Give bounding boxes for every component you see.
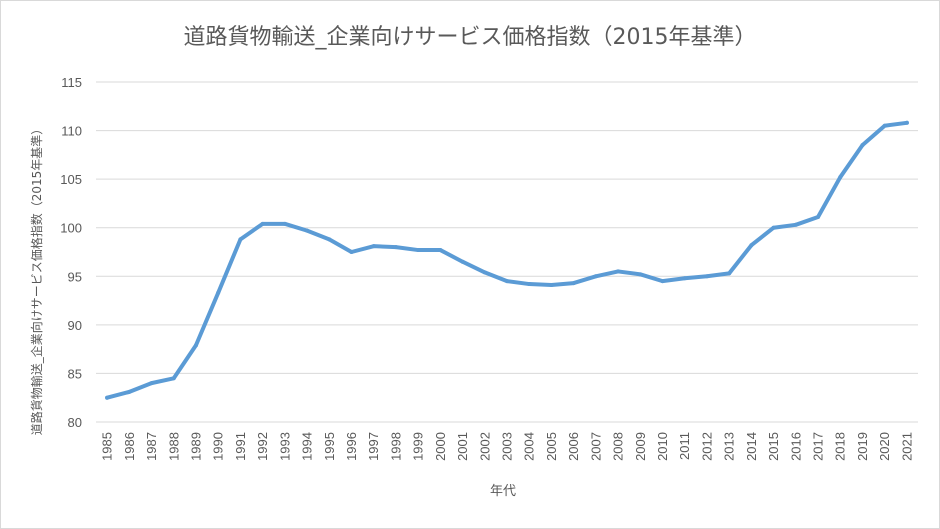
x-tick-label: 1996 — [344, 432, 359, 461]
data-point — [260, 221, 265, 226]
data-point — [793, 222, 798, 227]
x-tick-label: 1993 — [277, 432, 292, 461]
data-point — [660, 279, 665, 284]
x-tick-label: 1987 — [144, 432, 159, 461]
data-point — [149, 381, 154, 386]
y-tick-label: 85 — [68, 366, 82, 381]
data-point — [127, 389, 132, 394]
x-axis-ticks: 1985 1986 1987 1988 1989 1990 1991 1992 1993 1994… — [100, 432, 915, 461]
x-tick-label: 2002 — [477, 432, 492, 461]
x-tick-label: 2010 — [655, 432, 670, 461]
data-point — [171, 376, 176, 381]
data-point — [305, 228, 310, 233]
x-tick-label: 2019 — [855, 432, 870, 461]
data-point — [593, 274, 598, 279]
data-point — [282, 221, 287, 226]
data-point — [416, 248, 421, 253]
x-tick-label: 1997 — [366, 432, 381, 461]
data-point — [749, 243, 754, 248]
series-layer — [105, 120, 909, 400]
x-axis-title: 年代 — [490, 484, 516, 499]
x-tick-label: 2005 — [544, 432, 559, 461]
x-tick-label: 1999 — [411, 432, 426, 461]
data-point — [349, 250, 354, 254]
x-tick-label: 1988 — [166, 432, 181, 461]
y-tick-label: 90 — [68, 318, 82, 333]
data-point — [638, 272, 643, 277]
data-point — [527, 282, 532, 287]
x-tick-label: 2012 — [699, 432, 714, 461]
data-point — [682, 276, 687, 281]
x-tick-label: 2007 — [588, 432, 603, 461]
x-tick-label: 2000 — [433, 432, 448, 461]
data-point — [505, 279, 509, 284]
x-tick-label: 2011 — [677, 432, 692, 460]
series-line — [105, 120, 909, 400]
data-point — [460, 259, 465, 264]
x-tick-label: 2009 — [633, 432, 648, 461]
x-tick-label: 2017 — [811, 432, 826, 461]
data-point — [238, 237, 243, 242]
x-tick-label: 1998 — [388, 432, 403, 461]
x-tick-label: 2008 — [611, 432, 626, 461]
data-point — [438, 248, 443, 253]
y-tick-label: 110 — [61, 124, 82, 139]
x-tick-label: 1992 — [255, 432, 270, 461]
x-tick-label: 2006 — [566, 432, 581, 461]
x-tick-label: 1985 — [100, 432, 115, 461]
y-tick-label: 115 — [61, 75, 82, 90]
x-tick-label: 2001 — [455, 432, 470, 461]
data-point — [704, 274, 709, 279]
data-point — [727, 271, 732, 276]
y-tick-label: 100 — [60, 221, 82, 236]
data-point — [371, 244, 376, 249]
data-point — [216, 290, 221, 295]
x-tick-label: 2021 — [899, 432, 914, 461]
gridlines — [96, 81, 918, 423]
y-tick-label: 95 — [68, 269, 82, 284]
data-point — [860, 143, 865, 148]
data-point — [393, 245, 398, 250]
data-point — [882, 123, 887, 128]
x-tick-label: 2003 — [500, 432, 515, 461]
y-tick-label: 105 — [60, 172, 82, 187]
data-point — [838, 175, 843, 180]
x-tick-label: 1995 — [322, 432, 337, 461]
data-point — [327, 237, 332, 242]
x-tick-label: 2014 — [744, 432, 759, 461]
x-tick-label: 1989 — [188, 432, 203, 461]
x-tick-label: 2015 — [766, 432, 781, 461]
chart-title: 道路貨物輸送_企業向けサービス価格指数（2015年基準） — [184, 25, 757, 50]
x-tick-label: 1986 — [122, 432, 137, 461]
x-tick-label: 1991 — [233, 432, 248, 461]
y-tick-label: 80 — [68, 415, 82, 430]
data-point — [105, 395, 110, 400]
x-tick-label: 2018 — [833, 432, 848, 461]
data-point — [616, 269, 621, 274]
y-axis-title: 道路貨物輸送_企業向けサービス価格指数（2015年基準） — [29, 123, 44, 436]
data-point — [816, 215, 821, 220]
data-point — [549, 283, 554, 288]
data-point — [571, 281, 576, 286]
x-tick-label: 2004 — [522, 432, 537, 461]
data-point — [771, 225, 776, 230]
data-point — [193, 343, 198, 348]
x-tick-label: 1990 — [211, 432, 226, 461]
x-tick-label: 2016 — [788, 432, 803, 461]
data-point — [904, 120, 909, 125]
data-point — [482, 270, 487, 275]
x-tick-label: 2020 — [877, 432, 892, 461]
y-axis-ticks: 80 85 90 95 100 105 110 115 — [60, 75, 82, 430]
x-tick-label: 1994 — [300, 432, 315, 461]
x-tick-label: 2013 — [722, 432, 737, 461]
